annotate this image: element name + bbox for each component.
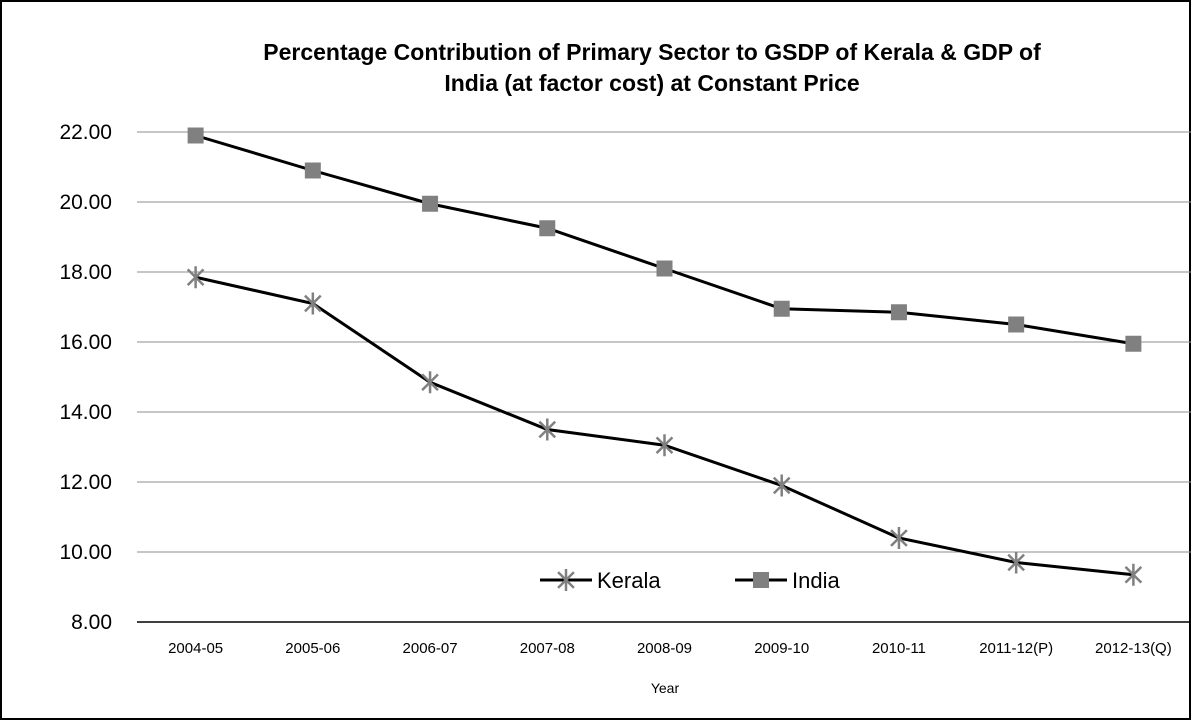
legend-kerala-marker-icon bbox=[557, 569, 575, 591]
x-tick-label: 2010-11 bbox=[872, 640, 926, 657]
x-tick-label: 2009-10 bbox=[754, 640, 809, 657]
legend-kerala-label: Kerala bbox=[597, 568, 661, 593]
x-tick-label: 2008-09 bbox=[637, 640, 692, 657]
data-point-india bbox=[304, 162, 321, 179]
x-tick-label: 2012-13(Q) bbox=[1095, 640, 1172, 657]
data-point-kerala bbox=[538, 418, 557, 441]
data-point-kerala bbox=[186, 266, 205, 289]
data-point-india bbox=[422, 195, 439, 212]
y-tick-label: 18.00 bbox=[59, 261, 112, 284]
data-point-india bbox=[890, 304, 907, 321]
series-line-india bbox=[195, 134, 1134, 346]
data-point-kerala bbox=[421, 371, 439, 394]
data-point-india bbox=[773, 300, 790, 317]
data-point-kerala bbox=[304, 292, 322, 315]
x-axis-label: Year bbox=[651, 680, 680, 696]
y-tick-label: 22.00 bbox=[59, 121, 112, 144]
legend-kerala-asterisk-icon bbox=[557, 569, 575, 591]
legend-india-label: India bbox=[792, 568, 840, 593]
chart-title-line-2: India (at factor cost) at Constant Price bbox=[444, 70, 859, 96]
data-point-india bbox=[656, 260, 673, 277]
data-point-india bbox=[1008, 316, 1025, 333]
y-tick-label: 8.00 bbox=[71, 611, 112, 634]
data-point-kerala bbox=[772, 474, 791, 497]
x-tick-label: 2011-12(P) bbox=[979, 640, 1053, 657]
data-point-kerala bbox=[890, 527, 908, 549]
y-tick-label: 10.00 bbox=[59, 541, 112, 564]
data-point-kerala bbox=[1124, 563, 1143, 586]
x-tick-label: 2006-07 bbox=[403, 640, 458, 657]
x-tick-label: 2005-06 bbox=[285, 640, 340, 657]
legend: Kerala India bbox=[540, 568, 840, 593]
y-axis-ticks: 8.00 10.00 12.00 14.00 16.00 18.00 20.00 22.00 bbox=[59, 121, 112, 634]
data-point-india bbox=[539, 220, 556, 237]
data-point-kerala bbox=[655, 434, 674, 457]
data-point-india bbox=[187, 127, 204, 144]
data-point-india bbox=[1125, 335, 1142, 352]
y-tick-label: 20.00 bbox=[59, 191, 112, 214]
y-tick-label: 16.00 bbox=[59, 331, 112, 354]
y-tick-label: 12.00 bbox=[59, 471, 112, 494]
y-tick-label: 14.00 bbox=[59, 401, 112, 424]
data-point-kerala bbox=[1007, 551, 1025, 574]
series-group bbox=[186, 127, 1143, 586]
x-tick-label: 2004-05 bbox=[168, 640, 223, 657]
x-axis-ticks: 2004-05 2005-06 2006-07 2007-08 2008-09 2009-… bbox=[168, 640, 1172, 657]
gridlines bbox=[137, 131, 1191, 623]
x-tick-label: 2007-08 bbox=[520, 640, 575, 657]
legend-india-marker-icon bbox=[753, 572, 769, 588]
chart-title-line-1: Percentage Contribution of Primary Secto… bbox=[263, 39, 1041, 65]
